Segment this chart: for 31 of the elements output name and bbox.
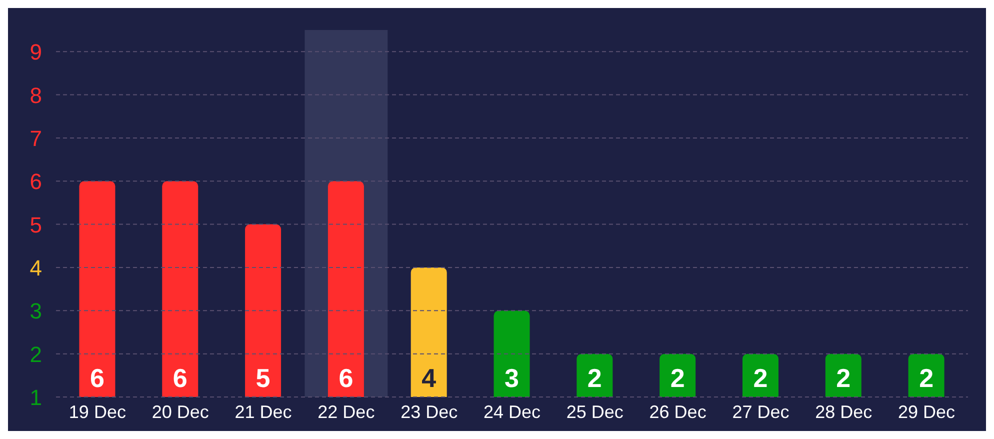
x-tick-label: 24 Dec (483, 402, 541, 422)
x-tick-label: 23 Dec (400, 402, 458, 422)
x-tick-label: 19 Dec (68, 402, 126, 422)
data-label: 2 (919, 363, 934, 393)
y-tick-label: 1 (30, 385, 42, 410)
x-tick-label: 26 Dec (649, 402, 706, 422)
y-tick-label: 6 (30, 169, 42, 194)
x-tick-label: 21 Dec (234, 402, 292, 422)
data-label: 2 (587, 363, 602, 393)
y-tick-label: 9 (30, 40, 42, 65)
x-tick-label: 20 Dec (152, 402, 209, 422)
x-tick-label: 22 Dec (318, 402, 375, 422)
data-label: 6 (338, 363, 354, 393)
y-tick-label: 7 (30, 126, 42, 151)
data-label: 4 (422, 363, 437, 393)
data-label: 5 (256, 363, 270, 393)
data-label: 2 (753, 363, 768, 393)
x-tick-label: 27 Dec (732, 402, 790, 422)
y-tick-label: 3 (30, 298, 42, 324)
data-label: 6 (172, 363, 188, 393)
data-label: 2 (670, 363, 685, 393)
y-tick-label: 4 (30, 255, 42, 280)
y-tick-label: 2 (30, 342, 42, 367)
data-label: 6 (90, 363, 104, 393)
x-tick-label: 29 Dec (898, 402, 956, 422)
x-tick-label: 25 Dec (566, 402, 624, 422)
x-tick-label: 28 Dec (815, 402, 872, 422)
data-label: 3 (504, 363, 519, 393)
y-tick-label: 8 (30, 82, 42, 108)
y-tick-label: 5 (30, 212, 42, 238)
data-label: 2 (836, 363, 851, 393)
